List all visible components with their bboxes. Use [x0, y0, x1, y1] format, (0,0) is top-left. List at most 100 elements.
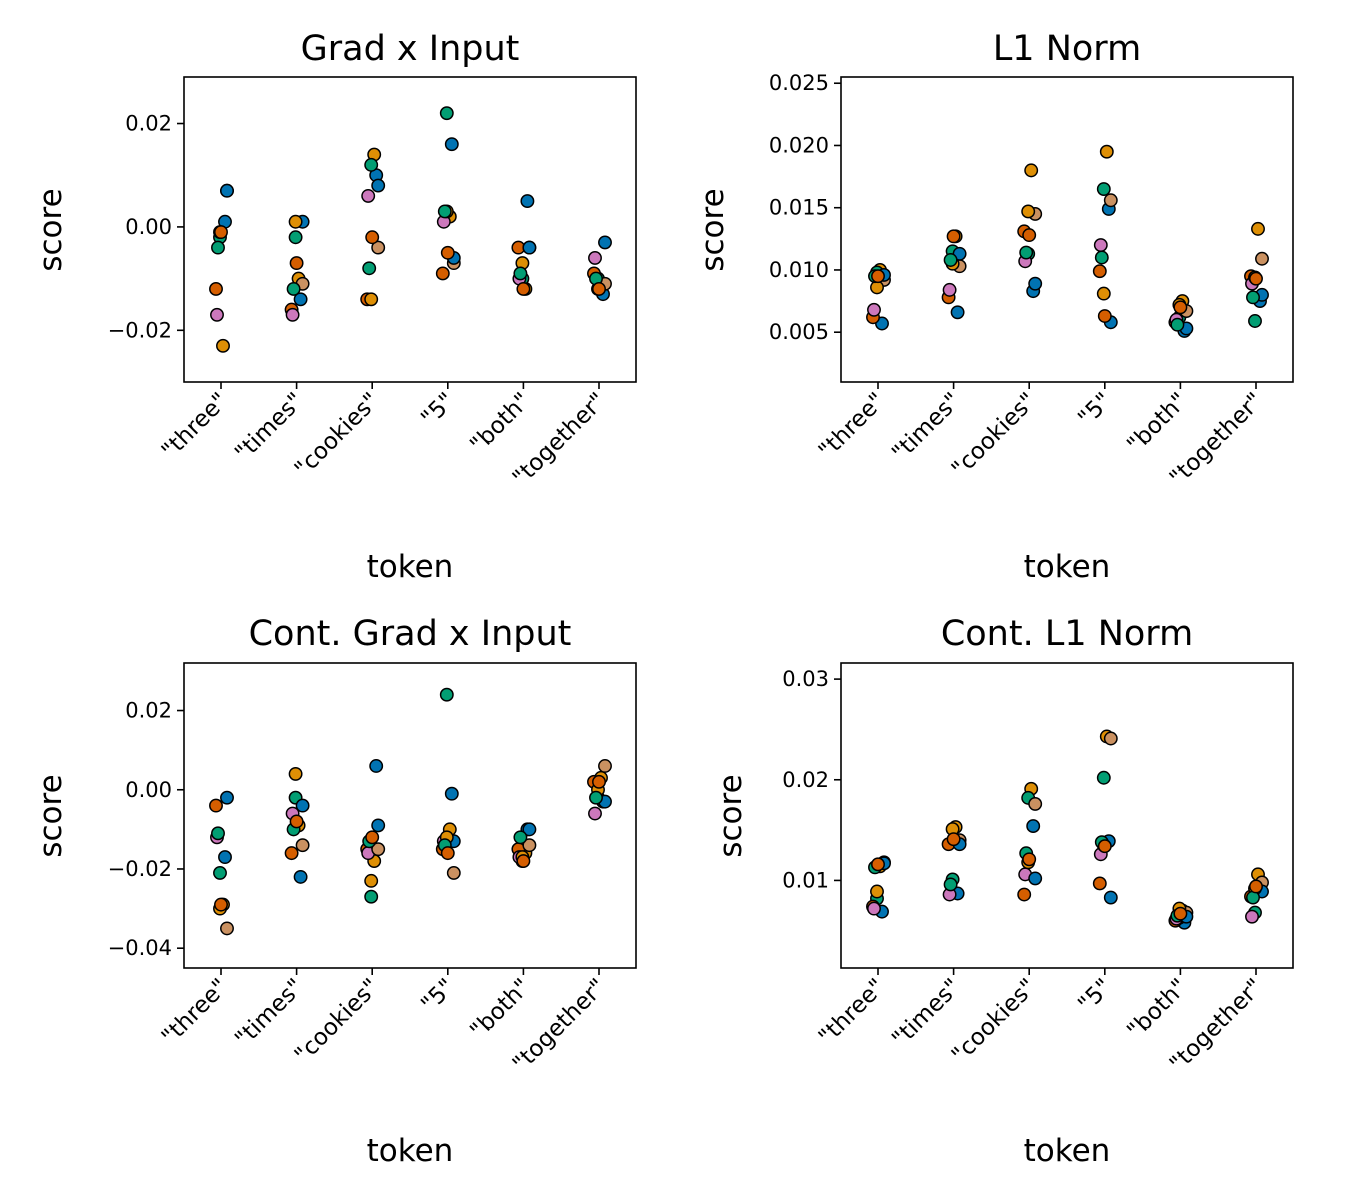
scatter-point	[1024, 163, 1039, 178]
scatter-point	[213, 865, 227, 880]
scatter-point	[1097, 839, 1112, 854]
scatter-point	[220, 183, 234, 198]
scatter-point	[286, 281, 301, 296]
x-axis-label: token	[1024, 549, 1111, 585]
scatter-point	[592, 774, 606, 789]
scatter-point	[1103, 890, 1118, 905]
scatter-point	[867, 302, 881, 317]
y-tick-label: 0.03	[782, 667, 829, 691]
scatter-point	[1096, 770, 1111, 785]
scatter-point	[1092, 264, 1107, 279]
y-axis: 0.01 0.02 0.03	[782, 667, 841, 892]
scatter-point	[946, 832, 961, 847]
y-tick-label: 0.01	[782, 868, 829, 892]
scatter-point	[435, 266, 450, 281]
scatter-point	[589, 790, 603, 805]
scatter-point	[1092, 876, 1107, 891]
scatter-point	[211, 240, 225, 255]
scatter-point	[1103, 193, 1118, 208]
scatter-point	[1249, 879, 1263, 894]
scatter-point	[218, 850, 232, 865]
scatter-points	[866, 729, 1269, 930]
scatter-point	[516, 854, 531, 869]
scatter-point	[437, 204, 452, 219]
scatter-point	[870, 884, 884, 899]
y-tick-label: 0.02	[125, 699, 172, 723]
scatter-point	[516, 281, 531, 296]
scatter-point	[1094, 250, 1109, 265]
scatter-point	[871, 857, 885, 872]
scatter-point	[522, 838, 537, 853]
scatter-point	[513, 830, 528, 845]
scatter-point	[362, 261, 377, 276]
scatter-point	[1248, 314, 1262, 328]
y-tick-label: 0.010	[769, 258, 829, 282]
scatter-point	[284, 846, 299, 861]
scatter-point	[361, 188, 376, 203]
y-axis-label: score	[33, 188, 69, 271]
scatter-point	[943, 877, 958, 892]
axes-frame	[840, 662, 1294, 969]
y-tick-label: 0.005	[769, 320, 829, 344]
scatter-point	[364, 889, 379, 904]
scatter-point	[210, 307, 224, 322]
scatter-point	[1019, 245, 1034, 260]
scatter-point	[364, 873, 379, 888]
scatter-point	[289, 814, 304, 829]
scatter-point	[1173, 300, 1188, 315]
scatter-point	[867, 901, 881, 916]
scatter-point	[1021, 204, 1036, 219]
y-tick-label: 0.00	[125, 778, 172, 802]
scatter-point	[513, 266, 528, 281]
scatter-point	[950, 305, 965, 320]
scatter-point	[440, 245, 455, 260]
scatter-point	[220, 921, 234, 936]
scatter-point	[365, 830, 380, 845]
scatter-point	[1028, 871, 1043, 886]
scatter-point	[364, 157, 379, 172]
scatter-point	[371, 842, 386, 857]
scatter-point	[439, 687, 454, 702]
scatter-point	[371, 178, 386, 193]
y-axis: −0.02 0.00 0.02	[108, 112, 184, 342]
y-tick-label: 0.00	[125, 215, 172, 239]
scatter-point	[1246, 290, 1260, 305]
panel-title: Grad x Input	[301, 29, 520, 69]
y-tick-label: 0.025	[769, 71, 829, 95]
scatter-point	[289, 256, 304, 271]
scatter-point	[1255, 251, 1269, 266]
scatter-point	[1017, 887, 1032, 902]
scatter-point	[288, 766, 303, 781]
scatter-point	[295, 798, 310, 813]
scatter-point	[209, 798, 223, 813]
y-tick-label: −0.02	[108, 857, 172, 881]
scatter-point	[214, 225, 228, 240]
scatter-point	[522, 822, 537, 837]
scatter-point	[209, 281, 223, 296]
scatter-point	[598, 235, 612, 250]
scatter-point	[1026, 819, 1041, 834]
scatter-points	[209, 106, 612, 353]
y-axis: 0.005 0.010 0.015 0.020 0.025	[769, 71, 841, 344]
scatter-point	[214, 897, 228, 912]
scatter-point	[1022, 852, 1037, 867]
scatter-point	[588, 250, 602, 265]
scatter-point	[285, 307, 300, 322]
scatter-point	[522, 240, 537, 255]
scatter-point	[942, 282, 957, 297]
y-axis: −0.04 −0.02 0.00 0.02	[108, 699, 184, 960]
scatter-point	[1028, 796, 1043, 811]
scatter-point	[598, 759, 612, 773]
scatter-point	[444, 786, 459, 801]
panel-title: L1 Norm	[993, 29, 1141, 69]
scatter-point	[1251, 221, 1265, 236]
panel-title: Cont. Grad x Input	[249, 614, 572, 654]
scatter-point	[444, 137, 459, 152]
y-tick-label: 0.02	[782, 768, 829, 792]
scatter-points	[866, 144, 1269, 338]
scatter-point	[1022, 228, 1037, 243]
scatter-point	[220, 790, 234, 805]
scatter-point	[1093, 238, 1108, 253]
scatter-point	[1096, 182, 1111, 196]
